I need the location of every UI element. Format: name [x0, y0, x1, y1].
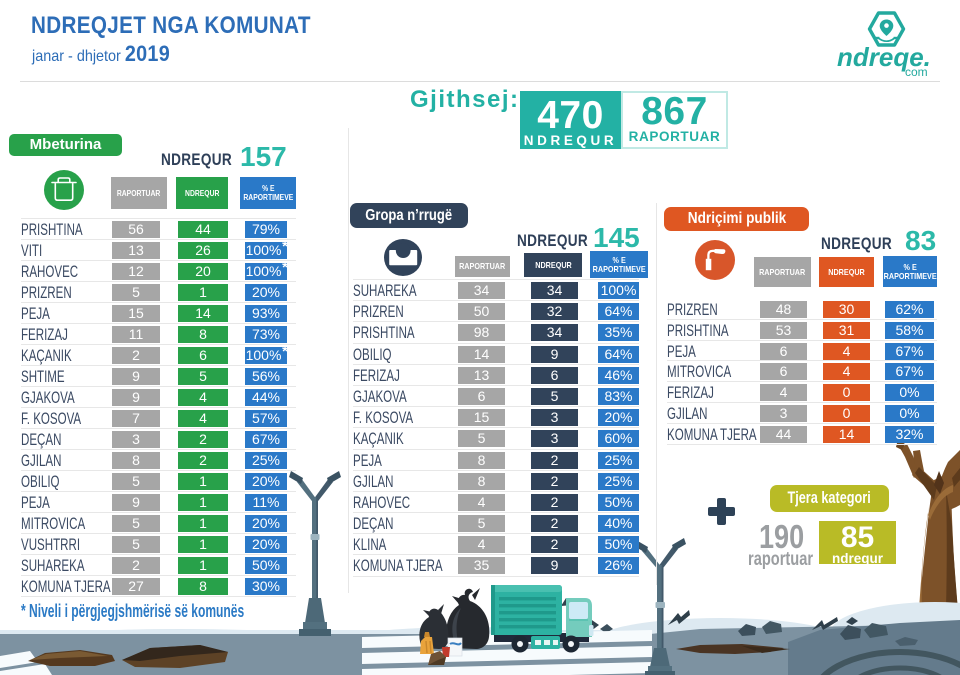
svg-text:com: com — [905, 65, 928, 79]
svg-text:ndreqe.: ndreqe. — [837, 42, 931, 72]
